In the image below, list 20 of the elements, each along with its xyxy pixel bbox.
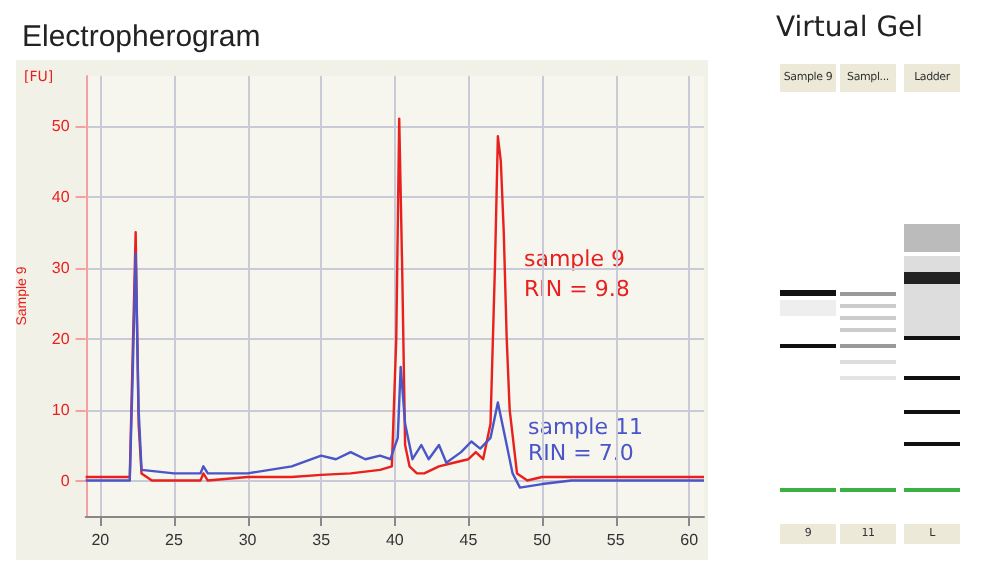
line-series <box>84 252 706 489</box>
line-series <box>84 117 706 482</box>
x-tick-label: 40 <box>385 531 405 549</box>
x-tick-label: 35 <box>312 531 332 549</box>
y-tick-label: 40 <box>51 187 71 206</box>
x-tick-label: 45 <box>459 531 479 549</box>
x-tick-label: 25 <box>165 531 184 549</box>
x-tick-label: 55 <box>606 531 626 549</box>
y-tick-label: 10 <box>51 400 71 419</box>
text: Virtual Gel <box>776 12 924 44</box>
x-tick-label: 20 <box>91 531 111 549</box>
annotation: sample 11 RIN = 7.0 <box>528 414 643 466</box>
y-tick-label: 30 <box>51 258 71 277</box>
chart-title: Electropherogram <box>22 20 261 54</box>
y-tick-label: 0 <box>60 471 71 490</box>
x-tick-label: 60 <box>680 531 700 549</box>
x-tick-label: 30 <box>238 531 258 549</box>
y-tick-label: 20 <box>51 329 71 348</box>
y-tick-label: 50 <box>51 116 71 135</box>
x-tick-label: 50 <box>533 531 553 549</box>
